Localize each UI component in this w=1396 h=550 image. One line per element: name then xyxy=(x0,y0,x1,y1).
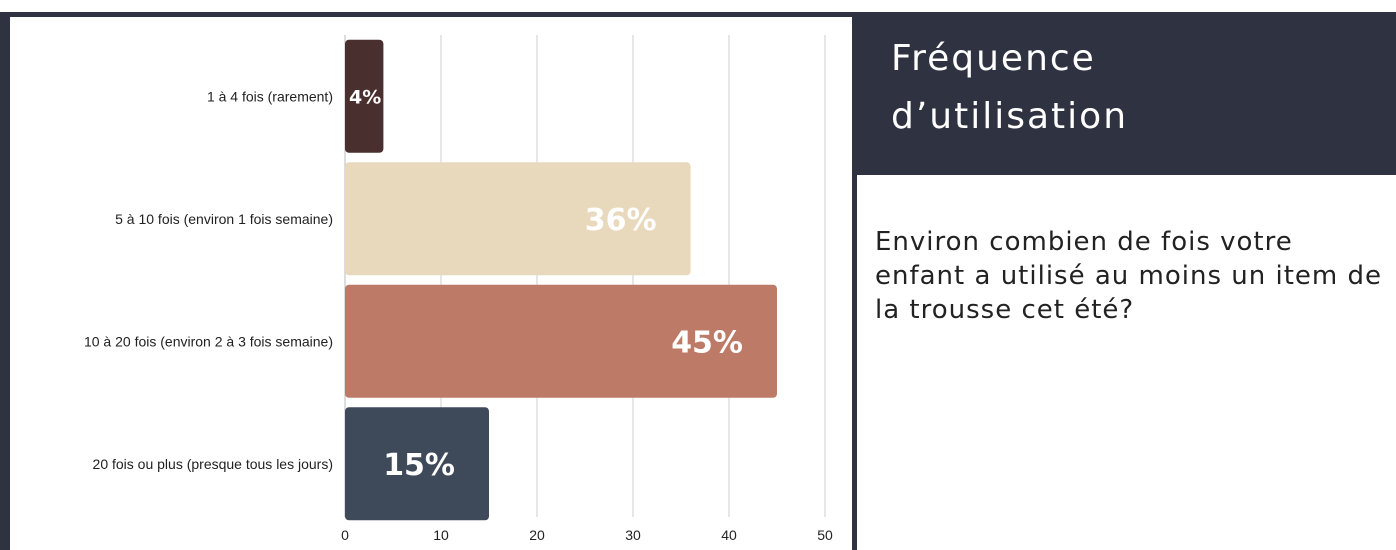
data-label: 4% xyxy=(349,86,381,108)
x-tick-label: 50 xyxy=(817,527,833,543)
chart-panel: 0 10 20 30 40 50 1 à 4 fois (rarement) 4% 5 à 10… xyxy=(0,12,857,550)
data-label: 15% xyxy=(383,448,455,483)
page-title: Fréquence d’utilisation xyxy=(891,38,1129,137)
bar xyxy=(345,284,777,398)
x-tick-label: 30 xyxy=(625,527,641,543)
title-box: Fréquence d’utilisation xyxy=(857,12,1396,175)
x-tick-label: 0 xyxy=(341,527,349,543)
question-text: Environ combien de fois votre enfant a u… xyxy=(875,227,1382,325)
bar xyxy=(345,407,489,521)
bar xyxy=(345,162,691,276)
x-tick-label: 10 xyxy=(433,527,449,543)
category-label: 10 à 20 fois (environ 2 à 3 fois semaine… xyxy=(84,333,333,349)
bar-chart: 0 10 20 30 40 50 1 à 4 fois (rarement) 4% 5 à 10… xyxy=(84,35,833,543)
category-label: 5 à 10 fois (environ 1 fois semaine) xyxy=(115,211,333,227)
x-tick-label: 40 xyxy=(721,527,737,543)
data-label: 36% xyxy=(585,203,657,238)
data-label: 45% xyxy=(671,325,743,360)
bar xyxy=(345,39,384,153)
category-label: 1 à 4 fois (rarement) xyxy=(207,88,333,104)
x-tick-label: 20 xyxy=(529,527,545,543)
category-label: 20 fois ou plus (presque tous les jours) xyxy=(93,456,333,472)
